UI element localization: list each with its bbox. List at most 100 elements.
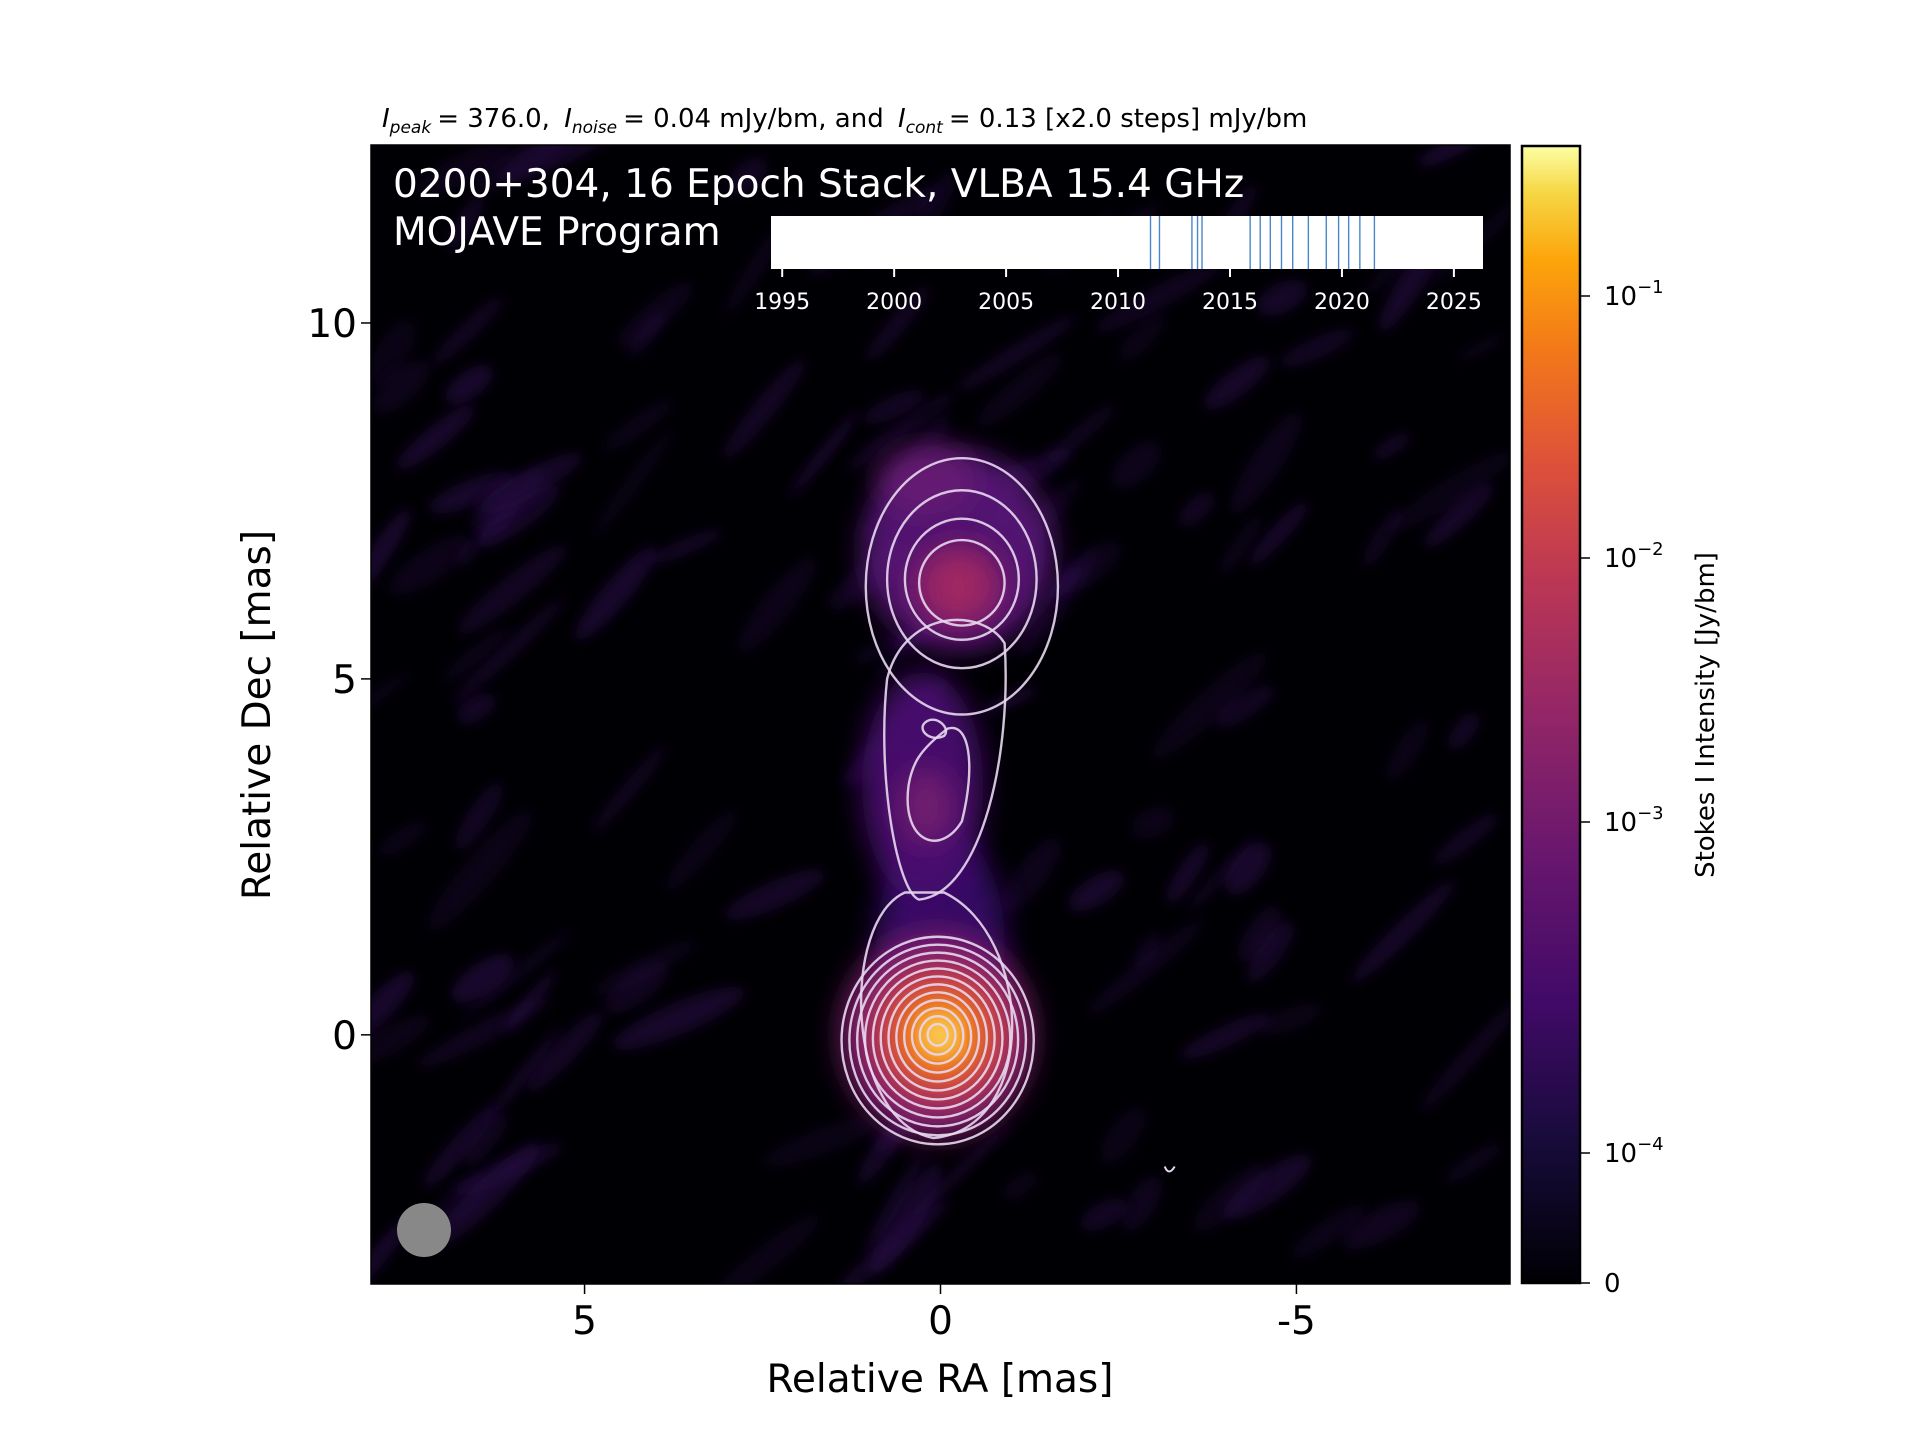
noise-blob xyxy=(1230,412,1302,514)
noise-blob xyxy=(845,391,956,471)
noise-blob xyxy=(711,1214,821,1284)
noise-blob xyxy=(1420,998,1510,1112)
noise-blob xyxy=(1044,404,1116,466)
noise-blob xyxy=(485,1027,561,1123)
noise-blob xyxy=(479,452,583,514)
noise-blob xyxy=(1111,441,1162,489)
noise-blob xyxy=(1434,813,1499,865)
contour-lobe xyxy=(885,489,1038,670)
noise-blob xyxy=(976,353,1063,428)
noise-blob xyxy=(1152,651,1268,759)
noise-blob xyxy=(396,404,476,470)
contour-lobe xyxy=(917,538,1006,627)
noise-blob xyxy=(1068,870,1125,912)
noise-blob xyxy=(445,364,493,405)
source-annotation: 0200+304, 16 Epoch Stack, VLBA 15.4 GHz xyxy=(393,162,1244,207)
noise-blob xyxy=(456,693,496,724)
beam-ellipse xyxy=(397,1203,451,1257)
timeline-tick-label: 1995 xyxy=(754,290,810,315)
noise-blob xyxy=(727,157,768,195)
contour-core xyxy=(902,999,973,1074)
emission-blob xyxy=(876,443,977,516)
noise-blob xyxy=(372,360,430,415)
noise-blob xyxy=(665,810,737,891)
noise-blob xyxy=(1445,1143,1503,1183)
noise-blob xyxy=(1423,482,1494,548)
colorbar-label: Stokes I Intensity [Jy/bm] xyxy=(1691,552,1721,878)
contour-core xyxy=(895,991,981,1083)
x-tick-label: 0 xyxy=(928,1299,953,1344)
noise-blob xyxy=(956,315,1077,392)
contour-core xyxy=(887,983,988,1092)
timeline-tick-label: 2005 xyxy=(978,290,1034,315)
noise-blob xyxy=(1224,842,1272,895)
noise-blob xyxy=(441,626,509,683)
contour-lobe xyxy=(903,517,1021,641)
contour-jet xyxy=(883,618,1007,901)
epoch-timeline: 1995 2000 2005 2010 2015 2020 2025 xyxy=(754,216,1483,315)
noise-blob xyxy=(1448,712,1480,750)
colorbar-tick-label: 0 xyxy=(1604,1269,1621,1299)
noise-blob xyxy=(457,544,567,635)
noise-blob xyxy=(423,1103,498,1189)
timeline-box xyxy=(771,216,1483,269)
noise-blob xyxy=(592,745,667,833)
noise-blob xyxy=(526,1011,604,1092)
noise-blob xyxy=(724,869,826,920)
noise-blob xyxy=(612,986,746,1050)
noise-blob xyxy=(1248,501,1309,567)
colorbar-tick-label: 10−2 xyxy=(1604,539,1664,574)
y-tick-label: 10 xyxy=(307,302,357,347)
contours xyxy=(840,457,1176,1173)
noise-blob xyxy=(1247,920,1295,982)
timeline-tick-label: 2010 xyxy=(1090,290,1146,315)
plot-title: Ipeak = 376.0, Inoise = 0.04 mJy/bm, and I… xyxy=(382,104,1307,138)
noise-blob xyxy=(1456,333,1506,362)
noise-blob xyxy=(371,319,416,387)
noise-blob xyxy=(863,390,925,424)
noise-blob xyxy=(789,410,860,497)
noise-blob xyxy=(464,1113,509,1168)
noise-blob xyxy=(1133,932,1162,969)
noise-blob xyxy=(1257,1003,1322,1036)
colorbar-tick-label: 10−3 xyxy=(1604,803,1664,838)
colorbar: 0 10−4 10−3 10−2 10−1 Stokes I Intensity [Jy… xyxy=(1520,144,1721,1299)
contour-core xyxy=(871,967,1004,1110)
contour-core-envelope xyxy=(860,891,1014,1140)
colorbar-ticks: 0 10−4 10−3 10−2 10−1 xyxy=(1580,277,1664,1299)
timeline-tick-label: 2015 xyxy=(1202,290,1258,315)
axes: 5 0 -5 0 5 10 xyxy=(307,302,1316,1344)
noise-blob xyxy=(371,1015,431,1066)
emission-blob xyxy=(933,561,984,612)
contour-noise-blip xyxy=(1163,1165,1176,1173)
noise-blob xyxy=(1203,355,1271,410)
noise-blob xyxy=(1291,1204,1366,1259)
noise-blob xyxy=(460,930,572,1020)
noise-blob xyxy=(1223,1154,1313,1220)
title-noise-value: = 0.04 mJy/bm, and xyxy=(623,104,884,134)
noise-blob xyxy=(1118,312,1166,362)
noise-blob xyxy=(455,782,503,851)
noise-blob xyxy=(477,483,561,548)
noise-blob xyxy=(1386,720,1429,781)
noise-blob xyxy=(427,809,533,932)
noise-blob xyxy=(1279,329,1354,368)
noise-blob xyxy=(1000,838,1061,914)
noise-blob xyxy=(1002,1171,1039,1200)
program-annotation: MOJAVE Program xyxy=(393,210,721,255)
colorbar-gradient xyxy=(1520,144,1582,1285)
noise-blob xyxy=(371,1214,413,1284)
noise-blob xyxy=(592,940,697,996)
colorbar-tick-label: 10−1 xyxy=(1604,277,1664,312)
title-noise-sub: noise xyxy=(572,118,617,138)
y-tick-label: 0 xyxy=(332,1014,357,1059)
contour-core xyxy=(910,1007,965,1065)
noise-blob xyxy=(864,1150,926,1254)
contour-core xyxy=(848,943,1028,1137)
noise-blob xyxy=(1057,541,1122,593)
contour-jet-knot xyxy=(906,726,971,842)
noise-blob xyxy=(1193,1164,1266,1232)
title-cont-value: = 0.13 [x2.0 steps] mJy/bm xyxy=(949,104,1308,134)
noise-blob xyxy=(1122,1175,1162,1232)
